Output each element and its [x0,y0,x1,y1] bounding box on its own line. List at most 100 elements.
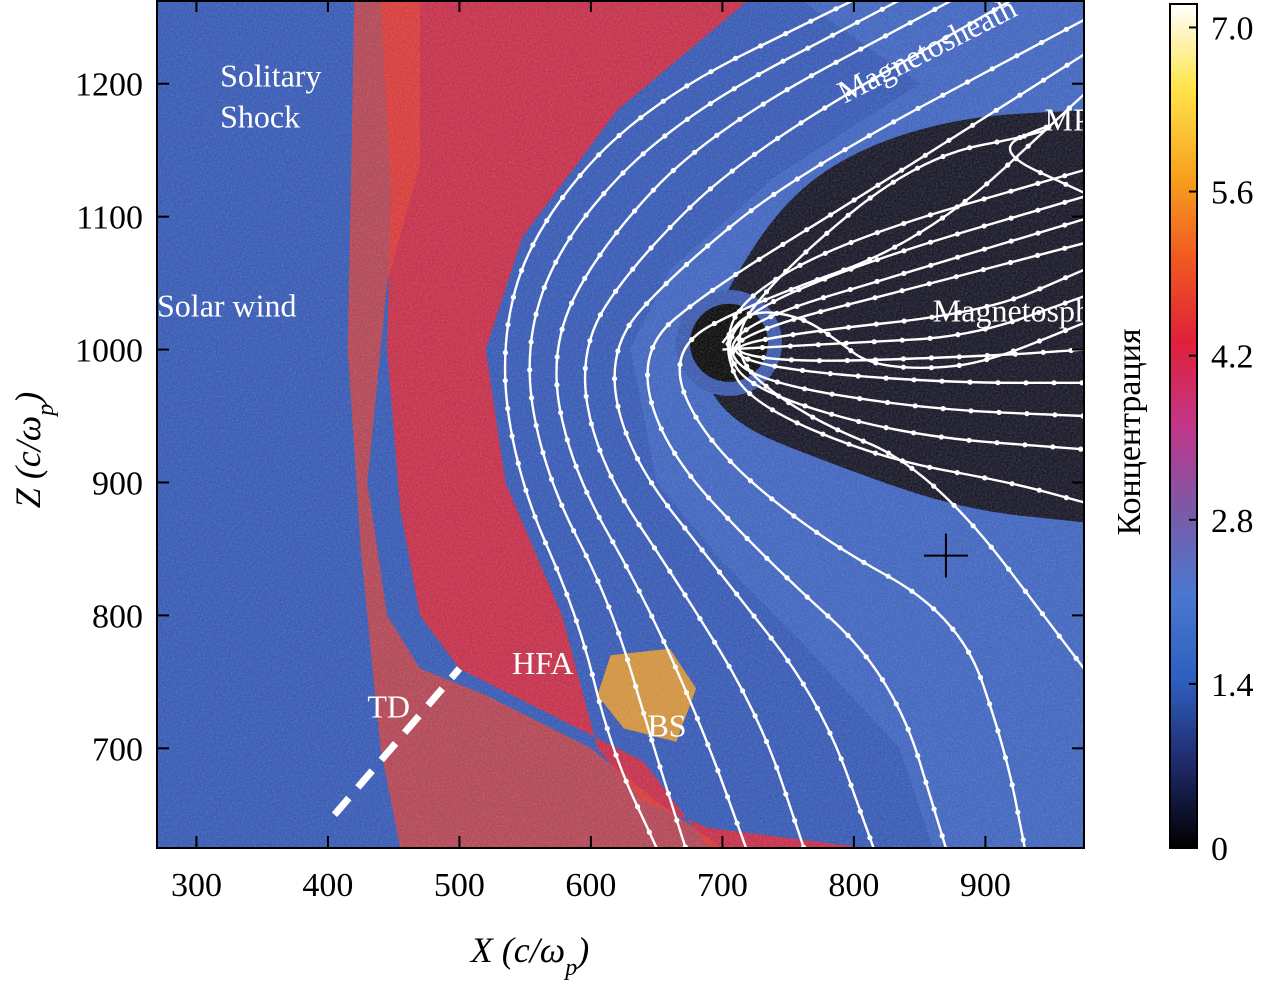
field-line-marker [541,285,547,291]
field-line-marker [558,410,564,416]
field-line-marker [927,335,933,341]
field-line-marker [899,337,905,343]
field-line-marker [596,699,602,705]
field-line-marker [1009,319,1015,325]
field-line [738,125,1084,670]
field-line-marker [1009,782,1015,788]
field-line-marker [760,101,766,107]
field-line-marker [954,231,961,237]
field-line-marker [987,701,993,707]
field-line-marker [848,348,854,354]
field-line-marker [843,340,849,346]
field-line-marker [745,356,751,362]
field-line-marker [689,337,695,343]
field-line-marker [613,752,619,758]
field-line-marker [755,72,762,78]
field-line-marker [731,86,737,92]
field-line-marker [905,726,911,732]
field-line-marker [995,380,1001,386]
field-line-marker [981,223,987,229]
field-line-marker [597,312,604,318]
field-line-marker [606,604,612,610]
field-line-marker [667,568,673,574]
field-line-marker [544,218,550,224]
field-line-marker [824,230,830,236]
field-line-marker [1078,446,1084,452]
field-line-marker [661,638,667,645]
field-line-marker [820,295,827,301]
field-line-marker [1007,259,1014,266]
field-line-marker [650,345,656,351]
field-line-marker [1062,327,1069,334]
field-line-marker [1010,348,1017,354]
field-line-marker [1022,588,1029,595]
field-line-marker [665,791,672,797]
field-line-marker [528,339,534,345]
field-line-marker [879,677,886,683]
field-line-marker [797,262,803,268]
field-line-marker [994,139,1000,145]
field-line-marker [1002,755,1009,761]
field-line-marker [780,241,786,247]
field-line-marker [715,768,721,774]
field-line-marker [1035,230,1041,236]
field-line [503,0,855,848]
field-line-marker [842,147,848,153]
field-line-marker [760,355,767,361]
field-line-marker [612,376,618,382]
field-line-marker [725,515,731,521]
field-line-marker [762,336,769,342]
field-line-marker [796,287,802,293]
field-line-marker [746,313,753,319]
field-line-marker [732,314,738,320]
field-line-marker [705,243,711,249]
field-line-marker [1063,275,1069,281]
field-line-marker [657,764,663,770]
field-line-marker [915,105,921,111]
field-line-marker [505,322,511,328]
field-line-marker [820,431,826,437]
field-line-marker [588,421,595,427]
field-line-marker [684,83,690,89]
colorbar-tick-label: 4.2 [1211,339,1254,376]
field-line-marker [687,205,693,211]
field-line-marker [783,791,789,797]
field-line-marker [1035,180,1041,186]
field-line-marker [858,46,864,52]
cross-marker [923,533,968,578]
field-line-marker [892,244,898,250]
field-line-marker [855,373,861,379]
colorbar-tick-label: 0 [1211,831,1228,868]
field-line-marker [769,496,775,502]
field-line-marker [1025,143,1031,149]
field-line-marker [1062,222,1068,228]
field-line-marker [726,225,732,231]
field-line-marker [989,66,995,72]
field-line-marker [623,430,629,436]
field-line-marker [670,167,676,174]
field-line-marker [867,835,873,841]
field-line-marker [751,613,757,619]
field-line-marker [848,782,854,788]
annotation-label: Shock [220,99,300,135]
field-line-marker [714,132,720,138]
field-line-marker [583,393,589,399]
field-line-marker [866,133,872,139]
field-line-marker [731,346,738,352]
field-line-marker [649,480,655,486]
field-line-marker [846,90,852,97]
field-line-marker [808,18,814,24]
field-line-marker [939,378,945,384]
field-line-marker [587,338,593,344]
field-line-marker [885,450,892,456]
field-line-marker [615,348,621,354]
field-line-marker [966,437,972,443]
field-line-marker [845,302,851,308]
field-line-marker [801,317,807,323]
field-line-marker [775,135,781,141]
field-line-marker [739,337,745,343]
field-line-marker [984,356,990,363]
field-line-marker [818,309,824,315]
field-line-marker [583,553,589,559]
field-line-marker [900,356,907,362]
